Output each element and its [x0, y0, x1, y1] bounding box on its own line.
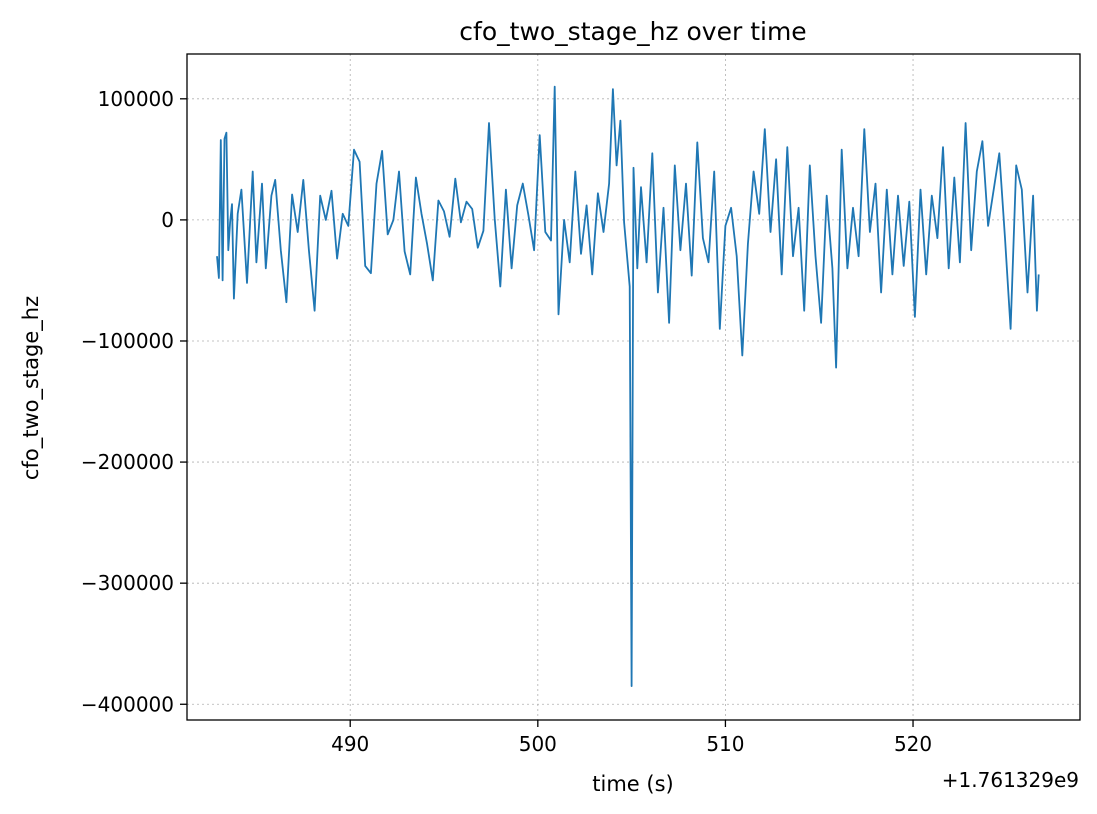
x-tick-label: 520	[894, 732, 932, 756]
y-tick-label: 100000	[98, 87, 174, 111]
x-tick-label: 500	[519, 732, 557, 756]
x-axis-offset-label: +1.761329e9	[942, 768, 1079, 792]
series-line-cfo	[216, 85, 1040, 687]
x-axis-ticks: 490 500 510 520	[331, 720, 932, 756]
y-tick-label: 0	[161, 208, 174, 232]
plot-frame	[186, 53, 1081, 721]
x-tick-label: 490	[331, 732, 369, 756]
y-tick-label: −100000	[81, 329, 174, 353]
y-tick-label: −400000	[81, 692, 174, 716]
x-axis-label: time (s)	[592, 772, 673, 796]
y-axis-ticks: 100000 0 −100000 −200000 −300000 −400000	[81, 87, 187, 716]
chart-title: cfo_two_stage_hz over time	[459, 17, 806, 46]
y-axis-label: cfo_two_stage_hz	[19, 296, 44, 480]
y-tick-label: −300000	[81, 571, 174, 595]
y-tick-label: −200000	[81, 450, 174, 474]
x-tick-label: 510	[706, 732, 744, 756]
